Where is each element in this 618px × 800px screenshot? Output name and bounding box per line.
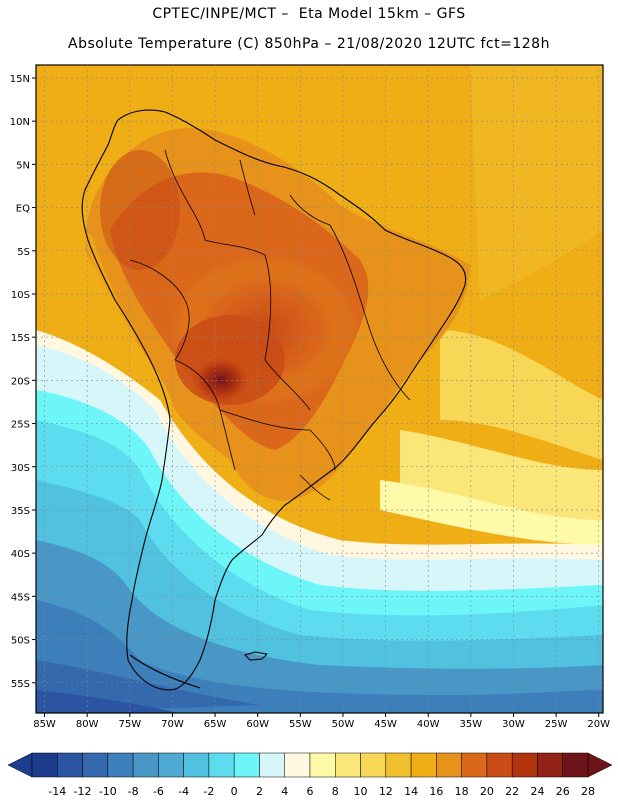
longitude-label: 85W (33, 719, 56, 730)
latitude-label: 15S (11, 333, 30, 344)
colorbar-swatch (107, 752, 134, 778)
colorbar-swatch (461, 752, 488, 778)
longitude-label: 25W (545, 719, 568, 730)
colorbar-label: 0 (231, 785, 238, 798)
colorbar-swatch (511, 752, 538, 778)
colorbar-label: 28 (581, 785, 595, 798)
colorbar-label: 2 (256, 785, 263, 798)
colorbar-swatch (537, 752, 563, 778)
longitude-label: 60W (246, 719, 269, 730)
colorbar-swatch (233, 752, 260, 778)
colorbar-label: 24 (530, 785, 544, 798)
longitude-label: 30W (502, 719, 525, 730)
latitude-label: 20S (11, 376, 30, 387)
colorbar-label: 12 (379, 785, 393, 798)
colorbar-swatch (158, 752, 184, 778)
colorbar-label: -10 (99, 785, 117, 798)
latitude-label: 40S (11, 549, 30, 560)
colorbar-label: -8 (128, 785, 139, 798)
colorbar-swatch (259, 752, 285, 778)
colorbar-swatch (284, 752, 311, 778)
coastline-south-america (81, 109, 467, 691)
colorbar-label: 14 (404, 785, 418, 798)
map-title: CPTEC/INPE/MCT – Eta Model 15km – GFS (152, 6, 466, 22)
colorbar-swatch (132, 752, 159, 778)
colorbar-label: 10 (354, 785, 368, 798)
longitude-label: 65W (204, 719, 227, 730)
colorbar-swatch (31, 752, 58, 778)
longitude-label: 20W (587, 719, 610, 730)
colorbar-label: -14 (48, 785, 66, 798)
latitude-label: 10S (11, 290, 30, 301)
latitude-label: 35S (11, 506, 30, 517)
longitude-label: 80W (76, 719, 99, 730)
latitude-label: 5S (17, 247, 30, 258)
map-subtitle: Absolute Temperature (C) 850hPa – 21/08/… (68, 36, 550, 52)
colorbar-labels: -14 -12 -10 -8 -6 -4 -2 0 2 4 6 8 10 12 14 16 18 20 22 24 26… (48, 785, 595, 798)
colorbar-label: -6 (153, 785, 164, 798)
country-borders (129, 149, 411, 501)
colorbar-label: 18 (455, 785, 469, 798)
latitude-label: 15N (10, 74, 30, 85)
colorbar-swatch (208, 752, 235, 778)
latitude-label: 50S (11, 636, 30, 647)
colorbar-swatch (385, 752, 412, 778)
latitude-label: 55S (11, 679, 30, 690)
colorbar-swatch (486, 752, 513, 778)
colorbar-label: 8 (332, 785, 339, 798)
colorbar-swatch (309, 752, 336, 778)
colorbar-swatch (335, 752, 361, 778)
longitude-label: 55W (289, 719, 312, 730)
colorbar-label: 4 (281, 785, 288, 798)
colorbar-swatch (436, 752, 462, 778)
colorbar-swatch (562, 752, 589, 778)
longitude-labels: 85W 80W 75W 70W 65W 60W 55W 50W 45W 40W 35W 30W 25W 2… (33, 713, 610, 730)
temperature-colorbar (7, 752, 613, 778)
colorbar-label: 22 (505, 785, 519, 798)
colorbar-max-arrow (587, 752, 613, 778)
colorbar-swatch (57, 752, 83, 778)
longitude-label: 50W (332, 719, 355, 730)
colorbar-min-arrow (7, 752, 33, 778)
colorbar-label: 26 (556, 785, 570, 798)
latitude-label: 30S (11, 463, 30, 474)
longitude-label: 35W (460, 719, 483, 730)
latitude-label: 5N (16, 160, 30, 171)
colorbar-label: 20 (480, 785, 494, 798)
latitude-label: EQ (16, 204, 30, 215)
colorbar-swatch (82, 752, 109, 778)
graticule-lines (36, 65, 603, 713)
colorbar-label: 16 (429, 785, 443, 798)
colorbar-label: 6 (307, 785, 314, 798)
longitude-label: 75W (118, 719, 141, 730)
temperature-field (36, 65, 603, 713)
latitude-labels: 15N 10N 5N EQ 5S 10S 15S 20S 25S 30S 35S 40S 45S 50S 5… (10, 74, 36, 690)
map-frame (35, 64, 604, 714)
colorbar-swatch (183, 752, 210, 778)
colorbar-label: -4 (178, 785, 189, 798)
latitude-label: 25S (11, 420, 30, 431)
colorbar-label: -2 (203, 785, 214, 798)
latitude-label: 10N (10, 117, 30, 128)
latitude-label: 45S (11, 592, 30, 603)
colorbar-swatch (360, 752, 387, 778)
colorbar-swatch (410, 752, 437, 778)
longitude-label: 40W (417, 719, 440, 730)
longitude-label: 45W (374, 719, 397, 730)
colorbar-label: -12 (74, 785, 92, 798)
longitude-label: 70W (161, 719, 184, 730)
